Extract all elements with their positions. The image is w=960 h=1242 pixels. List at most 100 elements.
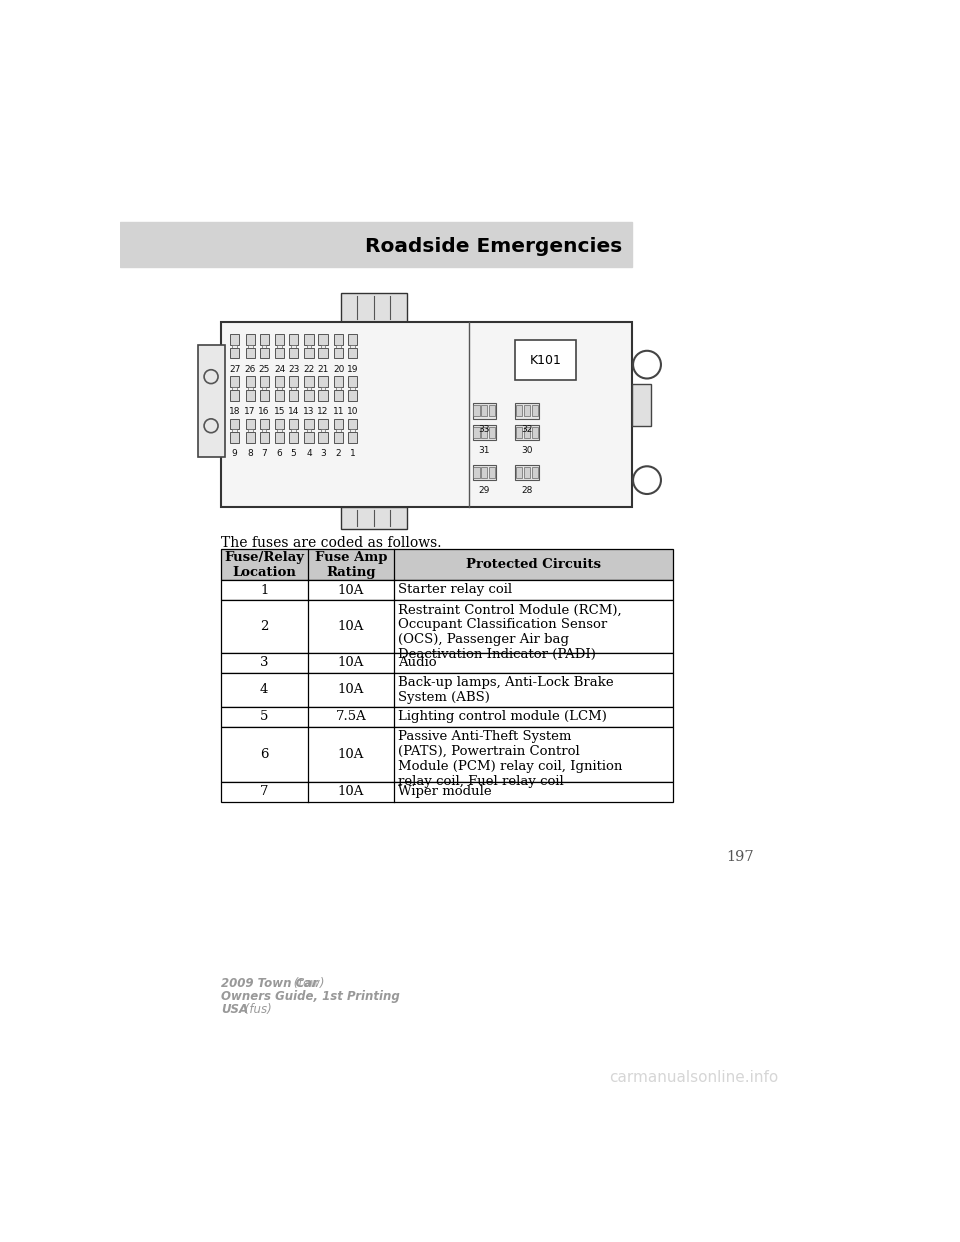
Bar <box>481 405 488 416</box>
Text: Owners Guide, 1st Printing: Owners Guide, 1st Printing <box>221 990 399 1002</box>
Bar <box>259 376 269 388</box>
Text: 20: 20 <box>333 365 345 374</box>
Text: 16: 16 <box>258 407 270 416</box>
Text: 26: 26 <box>245 365 256 374</box>
Text: 14: 14 <box>288 407 300 416</box>
Bar <box>275 376 284 388</box>
Bar <box>262 430 267 432</box>
Text: 27: 27 <box>229 365 240 374</box>
Bar <box>246 348 254 359</box>
Text: (tow): (tow) <box>291 976 325 990</box>
Bar <box>348 348 357 359</box>
Bar <box>516 405 522 416</box>
Bar <box>259 348 269 359</box>
Bar <box>473 427 480 437</box>
Text: Audio: Audio <box>398 656 437 668</box>
Text: 23: 23 <box>288 365 300 374</box>
Text: 19: 19 <box>347 365 358 374</box>
Bar <box>489 427 495 437</box>
Bar <box>289 432 299 443</box>
Bar <box>221 782 673 802</box>
Text: 32: 32 <box>521 425 533 433</box>
Bar <box>489 467 495 478</box>
Bar <box>221 707 673 727</box>
Text: 10A: 10A <box>338 683 364 696</box>
Text: Protected Circuits: Protected Circuits <box>467 559 601 571</box>
Bar <box>232 430 237 432</box>
Bar <box>221 673 673 707</box>
Text: 4: 4 <box>260 683 269 696</box>
Bar <box>321 388 325 390</box>
Bar <box>230 348 239 359</box>
Bar <box>336 430 341 432</box>
Bar <box>259 334 269 344</box>
Bar <box>230 419 239 430</box>
Bar <box>516 425 539 440</box>
Bar <box>248 344 252 348</box>
Bar <box>304 390 314 401</box>
Bar <box>350 388 355 390</box>
Bar <box>289 390 299 401</box>
Text: 6: 6 <box>260 748 269 761</box>
Bar <box>348 334 357 344</box>
Text: 22: 22 <box>303 365 315 374</box>
Text: 4: 4 <box>306 450 312 458</box>
Bar <box>289 334 299 344</box>
Text: 28: 28 <box>521 487 533 496</box>
Text: Restraint Control Module (RCM),
Occupant Classification Sensor
(OCS), Passenger : Restraint Control Module (RCM), Occupant… <box>398 604 622 661</box>
Bar <box>307 430 311 432</box>
Bar <box>304 348 314 359</box>
Text: 25: 25 <box>258 365 270 374</box>
Text: Starter relay coil: Starter relay coil <box>398 584 513 596</box>
Bar <box>246 390 254 401</box>
Bar <box>304 376 314 388</box>
Bar <box>321 344 325 348</box>
Bar <box>473 467 480 478</box>
Text: 11: 11 <box>333 407 345 416</box>
Bar <box>341 293 407 322</box>
Bar <box>334 419 344 430</box>
Text: 7: 7 <box>260 785 269 799</box>
Bar <box>230 376 239 388</box>
Bar <box>307 388 311 390</box>
Text: 10A: 10A <box>338 785 364 799</box>
Bar <box>221 580 673 600</box>
Bar <box>275 390 284 401</box>
Text: 5: 5 <box>260 710 269 723</box>
Bar <box>334 390 344 401</box>
Bar <box>319 390 327 401</box>
Bar <box>289 348 299 359</box>
Text: 8: 8 <box>248 450 253 458</box>
Text: 3: 3 <box>260 656 269 669</box>
Bar <box>516 404 539 419</box>
Text: Back-up lamps, Anti-Lock Brake
System (ABS): Back-up lamps, Anti-Lock Brake System (A… <box>398 676 613 704</box>
Bar <box>348 376 357 388</box>
Bar <box>221 727 673 782</box>
Bar <box>348 432 357 443</box>
Bar <box>334 376 344 388</box>
Bar <box>516 467 522 478</box>
Text: 9: 9 <box>231 450 237 458</box>
Bar <box>304 419 314 430</box>
Text: 2: 2 <box>260 620 269 633</box>
Text: 197: 197 <box>726 850 754 863</box>
Text: (fus): (fus) <box>241 1004 272 1016</box>
Bar <box>524 405 530 416</box>
Text: 1: 1 <box>260 584 269 596</box>
Bar <box>472 425 496 440</box>
Bar <box>334 334 344 344</box>
Bar <box>246 376 254 388</box>
Text: 1: 1 <box>349 450 355 458</box>
Bar <box>524 467 530 478</box>
Text: Passive Anti-Theft System
(PATS), Powertrain Control
Module (PCM) relay coil, Ig: Passive Anti-Theft System (PATS), Powert… <box>398 729 623 787</box>
Text: 7.5A: 7.5A <box>336 710 367 723</box>
Bar <box>289 376 299 388</box>
Bar <box>524 427 530 437</box>
Bar <box>350 344 355 348</box>
Bar <box>321 430 325 432</box>
Bar <box>516 427 522 437</box>
Text: 10A: 10A <box>338 656 364 669</box>
Bar <box>532 467 538 478</box>
Bar <box>304 334 314 344</box>
Bar <box>348 390 357 401</box>
